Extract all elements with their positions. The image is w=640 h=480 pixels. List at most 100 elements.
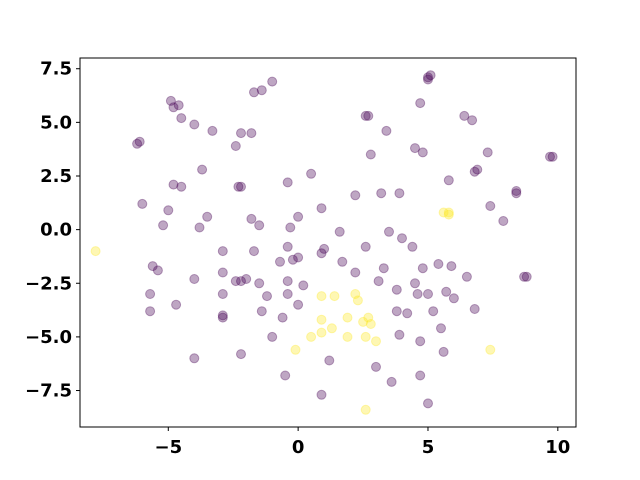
scatter-point-s0-81 (443, 175, 454, 186)
scatter-point-s0-85 (511, 188, 522, 199)
scatter-point-s0-36 (293, 252, 304, 263)
x-tick-label: −5 (154, 437, 182, 458)
scatter-point-s0-88 (417, 147, 428, 158)
scatter-point-s0-121 (423, 398, 433, 409)
scatter-point-s0-18 (233, 181, 244, 192)
y-tick-label: −2.5 (25, 273, 72, 294)
scatter-point-s0-37 (316, 248, 327, 259)
scatter-point-s0-84 (482, 147, 493, 158)
scatter-point-s1-8 (306, 331, 317, 342)
scatter-point-s0-26 (282, 177, 293, 188)
scatter-point-s0-117 (438, 346, 449, 357)
scatter-point-s0-1 (168, 102, 179, 113)
scatter-point-s0-104 (391, 284, 402, 295)
scatter-point-s0-60 (277, 312, 288, 323)
scatter-point-s0-54 (262, 291, 272, 302)
scatter-point-s0-58 (217, 310, 228, 321)
scatter-point-s1-20 (443, 209, 454, 220)
scatter-point-s0-8 (246, 128, 257, 139)
scatter-point-s0-89 (365, 149, 376, 160)
scatter-point-s0-114 (394, 329, 405, 340)
scatter-point-s0-91 (360, 110, 371, 121)
scatter-point-s0-103 (378, 263, 389, 274)
scatter-point-s0-27 (306, 168, 317, 179)
scatter-point-s1-21 (485, 344, 496, 355)
scatter-point-s0-65 (280, 370, 291, 381)
scatter-point-s0-97 (459, 110, 470, 121)
scatter-point-s1-12 (363, 312, 374, 323)
scatter-point-s0-9 (249, 87, 259, 98)
plot-frame (79, 57, 577, 428)
scatter-point-s0-75 (417, 263, 428, 274)
scatter-point-s0-115 (415, 336, 426, 347)
points-layer (90, 70, 558, 415)
scatter-point-s0-92 (363, 110, 374, 121)
scatter-point-s0-120 (415, 370, 426, 381)
scatter-point-s0-30 (316, 203, 327, 214)
scatter-point-s0-68 (350, 190, 361, 201)
scatter-point-s0-113 (428, 306, 439, 317)
scatter-point-s0-80 (498, 216, 509, 226)
scatter-point-s0-12 (132, 138, 143, 149)
scatter-point-s1-15 (360, 331, 371, 342)
scatter-point-s0-83 (472, 164, 483, 175)
scatter-point-s0-72 (384, 226, 394, 237)
scatter-point-s0-108 (441, 286, 452, 297)
scatter-point-s0-111 (391, 306, 402, 317)
scatter-point-s0-10 (256, 85, 267, 96)
scatter-point-s0-82 (469, 166, 480, 177)
scatter-point-s0-47 (241, 274, 252, 284)
scatter-point-s0-116 (436, 323, 446, 334)
y-tick-label: 5.0 (40, 112, 72, 133)
scatter-point-s0-40 (337, 256, 348, 267)
scatter-point-s0-69 (376, 188, 387, 199)
scatter-point-s0-70 (394, 188, 405, 199)
scatter-point-s0-48 (254, 278, 265, 289)
scatter-point-s0-64 (236, 349, 246, 360)
scatter-point-s0-62 (293, 299, 304, 310)
scatter-point-s0-118 (371, 361, 381, 372)
scatter-point-s0-42 (152, 265, 163, 276)
scatter-point-s1-6 (326, 323, 337, 334)
scatter-point-s0-25 (254, 220, 265, 231)
scatter-point-s0-94 (423, 72, 433, 83)
scatter-point-s0-96 (423, 74, 433, 85)
scatter-point-s0-109 (448, 293, 459, 304)
scatter-point-s1-1 (316, 291, 327, 302)
scatter-point-s0-119 (386, 376, 397, 387)
scatter-point-s0-4 (189, 119, 200, 130)
scatter-point-s0-6 (230, 141, 241, 151)
scatter-point-s0-71 (360, 241, 371, 252)
scatter-point-s0-28 (293, 211, 304, 222)
scatter-point-s0-53 (217, 289, 228, 299)
y-tick-label: −5.0 (25, 327, 72, 348)
scatter-point-s0-93 (415, 98, 426, 109)
scatter-point-s0-38 (319, 243, 330, 254)
scatter-point-s1-4 (352, 295, 363, 306)
scatter-point-s0-107 (423, 289, 433, 299)
scatter-point-s0-86 (511, 186, 522, 196)
scatter-point-s1-19 (443, 207, 454, 218)
scatter-point-s0-51 (145, 289, 156, 299)
scatter-point-s0-23 (194, 222, 205, 233)
scatter-point-s0-73 (397, 233, 407, 244)
scatter-point-s0-11 (267, 76, 278, 87)
scatter-point-s0-56 (145, 306, 156, 317)
scatter-point-s0-33 (275, 256, 285, 267)
scatter-point-s0-57 (217, 312, 228, 323)
scatter-point-s0-17 (236, 181, 246, 192)
y-tick-label: −7.5 (25, 381, 72, 402)
scatter-point-s0-55 (282, 289, 293, 299)
scatter-point-s0-5 (207, 125, 218, 136)
scatter-point-s0-14 (168, 179, 179, 190)
scatter-point-s0-13 (134, 136, 145, 147)
scatter-point-s0-31 (217, 246, 228, 257)
scatter-point-s0-67 (324, 355, 335, 366)
scatter-point-s1-2 (329, 291, 340, 302)
scatter-point-s0-41 (147, 261, 158, 272)
scatter-point-s0-39 (334, 226, 345, 237)
scatter-point-s1-18 (438, 207, 449, 218)
scatter-point-s1-0 (90, 246, 101, 257)
scatter-point-s0-15 (176, 181, 187, 192)
